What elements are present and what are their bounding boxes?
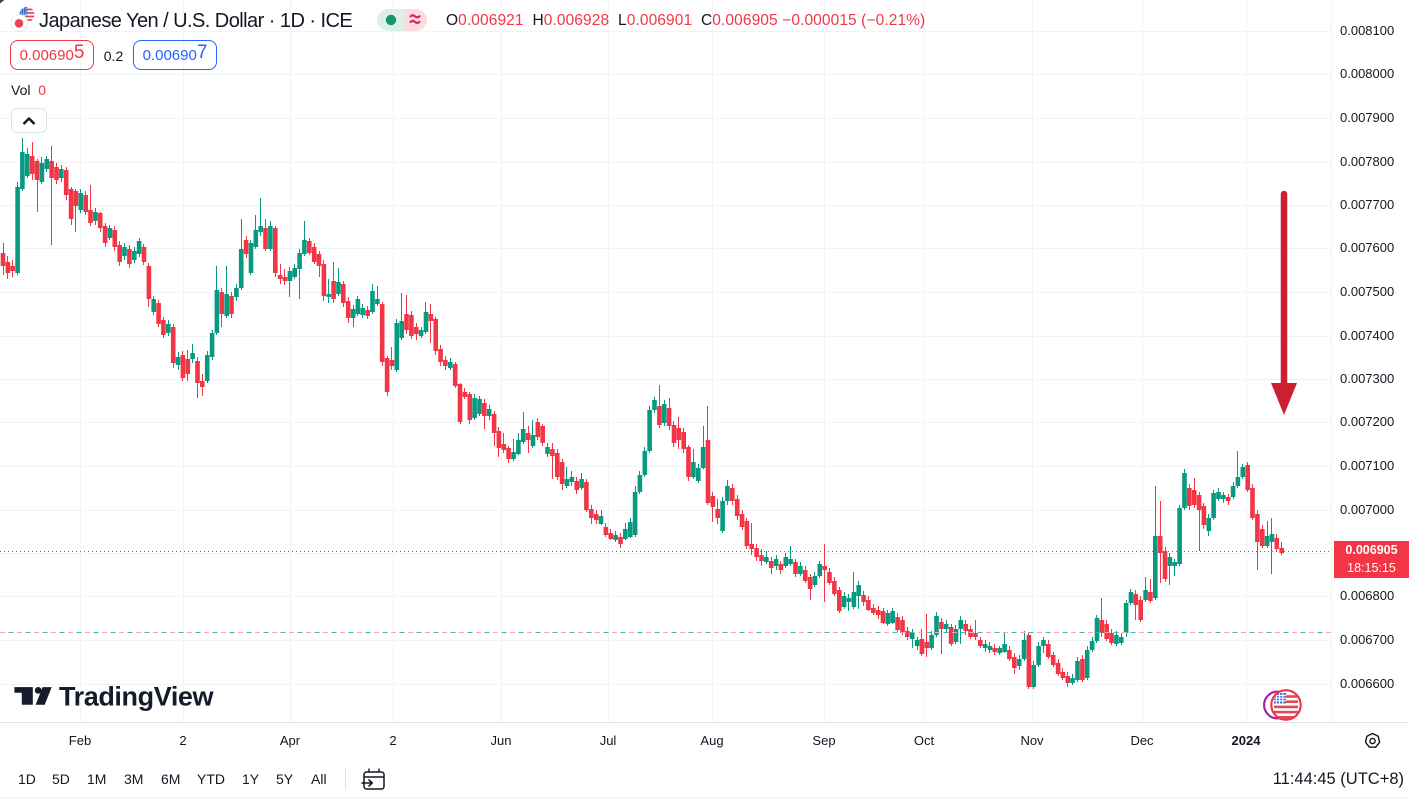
svg-text:TradingView: TradingView bbox=[59, 682, 215, 712]
